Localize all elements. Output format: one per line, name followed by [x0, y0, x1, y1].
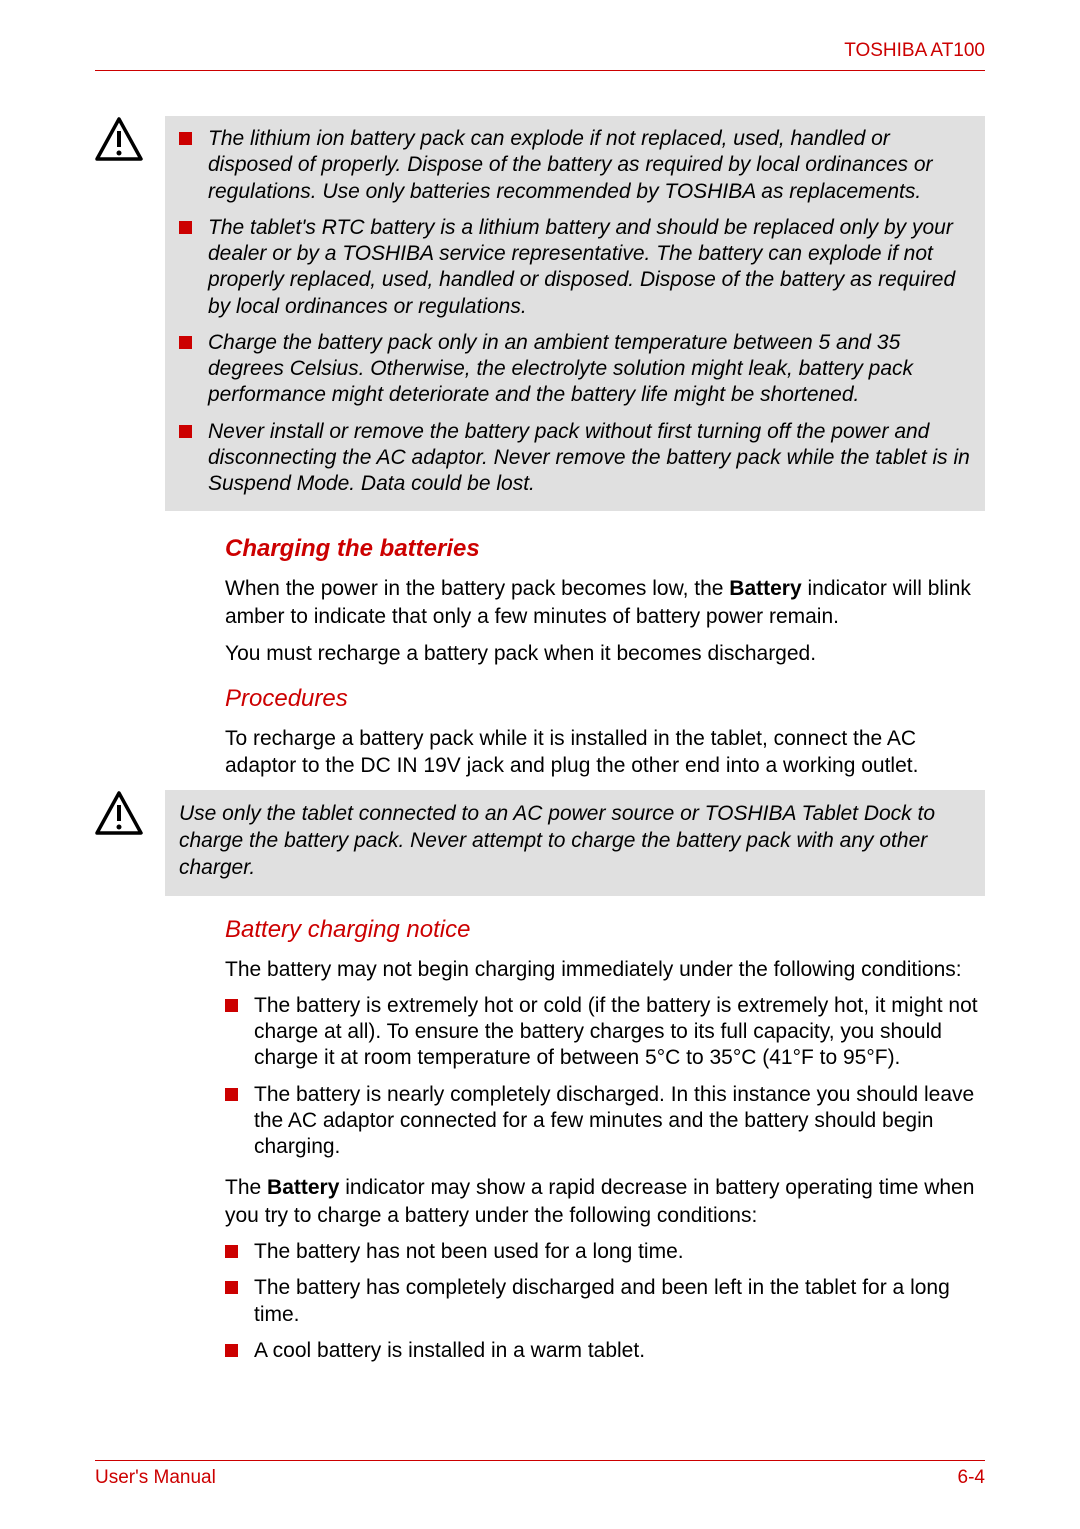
bullet-icon [225, 1344, 238, 1357]
bullet-text: The battery is extremely hot or cold (if… [254, 993, 985, 1072]
warning-gray-box-1: The lithium ion battery pack can explode… [165, 116, 985, 511]
bullet-icon [225, 1281, 238, 1294]
list-item: A cool battery is installed in a warm ta… [225, 1338, 985, 1364]
paragraph-charging-2: You must recharge a battery pack when it… [225, 640, 985, 667]
bullet-text: Charge the battery pack only in an ambie… [208, 330, 971, 409]
header-product: TOSHIBA AT100 [95, 40, 985, 70]
paragraph-notice-2: The Battery indicator may show a rapid d… [225, 1174, 985, 1229]
footer-left: User's Manual [95, 1467, 216, 1489]
heading-notice: Battery charging notice [225, 916, 985, 944]
notice-list-1: The battery is extremely hot or cold (if… [225, 993, 985, 1161]
list-item: The battery is nearly completely dischar… [225, 1082, 985, 1161]
footer-row: User's Manual 6-4 [95, 1467, 985, 1489]
bullet-text: The tablet's RTC battery is a lithium ba… [208, 215, 971, 320]
warning-icon-wrap [95, 116, 165, 164]
list-item: Charge the battery pack only in an ambie… [179, 330, 971, 409]
warning-block-1: The lithium ion battery pack can explode… [95, 116, 985, 511]
list-item: The lithium ion battery pack can explode… [179, 126, 971, 205]
footer-right: 6-4 [958, 1467, 985, 1489]
heading-charging: Charging the batteries [225, 535, 985, 563]
bullet-icon [225, 999, 238, 1012]
bullet-text: The lithium ion battery pack can explode… [208, 126, 971, 205]
bullet-text: The battery has not been used for a long… [254, 1239, 684, 1265]
bullet-icon [225, 1245, 238, 1258]
heading-procedures: Procedures [225, 685, 985, 713]
bullet-icon [179, 336, 192, 349]
bullet-text: The battery is nearly completely dischar… [254, 1082, 985, 1161]
warning-block-2: Use only the tablet connected to an AC p… [95, 790, 985, 896]
list-item: The tablet's RTC battery is a lithium ba… [179, 215, 971, 320]
bullet-text: Never install or remove the battery pack… [208, 419, 971, 498]
paragraph-notice-1: The battery may not begin charging immed… [225, 956, 985, 983]
bullet-icon [179, 425, 192, 438]
warning-icon [95, 790, 143, 838]
list-item: The battery is extremely hot or cold (if… [225, 993, 985, 1072]
paragraph-charging-1: When the power in the battery pack becom… [225, 575, 985, 630]
footer-rule [95, 1460, 985, 1461]
footer: User's Manual 6-4 [95, 1460, 985, 1489]
bullet-text: A cool battery is installed in a warm ta… [254, 1338, 645, 1364]
warning-gray-box-2: Use only the tablet connected to an AC p… [165, 790, 985, 896]
bullet-icon [225, 1088, 238, 1101]
warning2-text: Use only the tablet connected to an AC p… [179, 800, 971, 882]
list-item: Never install or remove the battery pack… [179, 419, 971, 498]
bullet-icon [179, 221, 192, 234]
text-bold: Battery [267, 1176, 339, 1199]
paragraph-procedures: To recharge a battery pack while it is i… [225, 725, 985, 780]
page: TOSHIBA AT100 The lithium ion battery pa… [0, 0, 1080, 1424]
warning1-list: The lithium ion battery pack can explode… [179, 126, 971, 497]
text-bold: Battery [729, 577, 801, 600]
list-item: The battery has not been used for a long… [225, 1239, 985, 1265]
text-fragment: When the power in the battery pack becom… [225, 577, 729, 600]
warning-icon-wrap [95, 790, 165, 838]
notice-list-2: The battery has not been used for a long… [225, 1239, 985, 1364]
content-area: The lithium ion battery pack can explode… [95, 71, 985, 1364]
bullet-text: The battery has completely discharged an… [254, 1275, 985, 1328]
bullet-icon [179, 132, 192, 145]
text-fragment: The [225, 1176, 267, 1199]
warning-icon [95, 116, 143, 164]
list-item: The battery has completely discharged an… [225, 1275, 985, 1328]
